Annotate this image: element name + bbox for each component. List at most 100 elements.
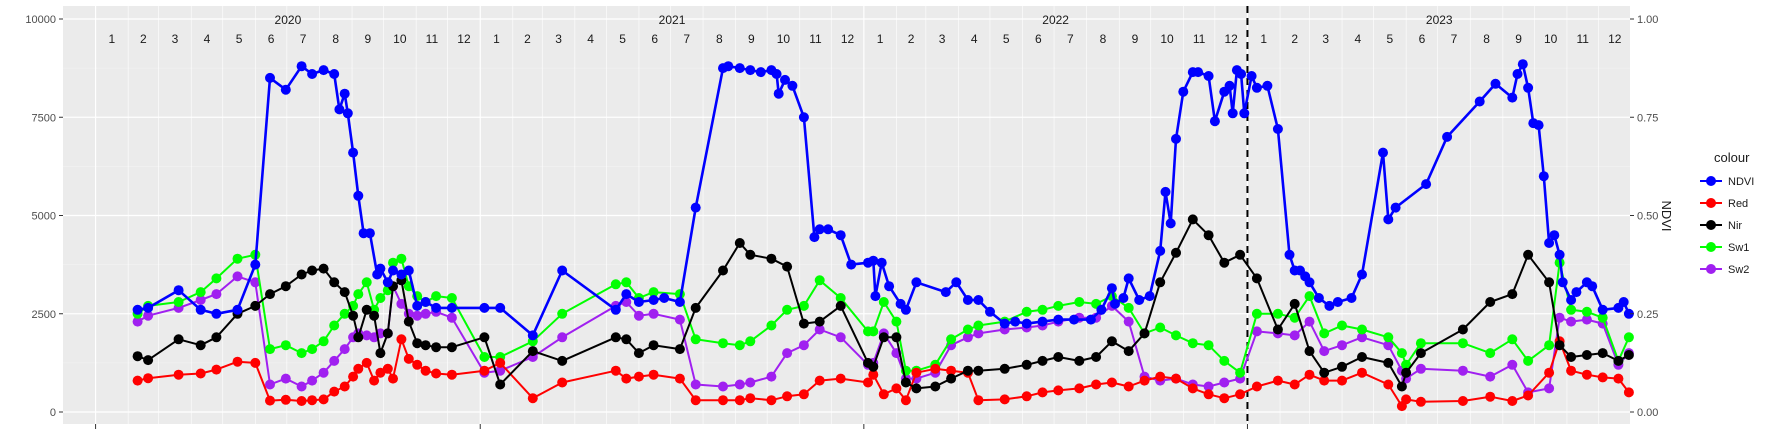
- month-label: 6: [1035, 32, 1042, 46]
- data-point-nir: [999, 363, 1010, 374]
- data-point-ndvi: [431, 302, 442, 313]
- data-point-ndvi: [1227, 108, 1238, 119]
- data-point-red: [610, 365, 621, 376]
- data-point-red: [674, 373, 685, 384]
- data-point-sw2: [973, 328, 984, 339]
- month-label: 3: [1322, 32, 1329, 46]
- data-point-sw1: [1235, 367, 1246, 378]
- data-point-red: [782, 391, 793, 402]
- data-point-ndvi: [1144, 291, 1155, 302]
- data-point-nir: [1507, 289, 1518, 300]
- data-point-nir: [1251, 273, 1262, 284]
- data-point-nir: [369, 310, 380, 321]
- month-label: 1: [493, 32, 500, 46]
- data-point-sw1: [1272, 308, 1283, 319]
- data-point-sw1: [1219, 355, 1230, 366]
- data-point-sw1: [973, 320, 984, 331]
- data-point-red: [900, 395, 911, 406]
- data-point-ndvi: [951, 277, 962, 288]
- data-point-red: [195, 368, 206, 379]
- data-point-red: [1523, 390, 1534, 401]
- data-point-nir: [1523, 249, 1534, 260]
- data-point-ndvi: [1442, 131, 1453, 142]
- month-label: 5: [1003, 32, 1010, 46]
- data-point-ndvi: [1566, 295, 1577, 305]
- series-ndvi: [132, 59, 1634, 341]
- data-point-sw2: [143, 310, 154, 321]
- data-point-ndvi: [329, 69, 340, 79]
- data-point-nir: [891, 332, 902, 343]
- data-point-ndvi: [835, 230, 846, 241]
- month-label: 10: [393, 32, 407, 46]
- data-point-red: [431, 368, 442, 379]
- month-label: 9: [364, 32, 371, 46]
- data-point-ndvi: [1332, 297, 1343, 307]
- year-label: 2022: [1042, 13, 1069, 27]
- data-point-red: [1235, 389, 1246, 400]
- legend-label: Sw1: [1728, 242, 1749, 254]
- data-point-nir: [1566, 352, 1577, 362]
- data-point-sw2: [1581, 314, 1592, 325]
- month-label: 2: [140, 32, 147, 46]
- data-point-nir: [1401, 367, 1412, 378]
- data-point-nir: [1272, 324, 1283, 335]
- data-point-sw1: [1457, 338, 1468, 349]
- data-point-nir: [973, 365, 984, 376]
- data-point-ndvi: [1421, 179, 1432, 190]
- data-point-nir: [962, 365, 973, 376]
- data-point-red: [143, 373, 154, 384]
- data-point-sw1: [211, 273, 222, 284]
- data-point-ndvi: [755, 67, 766, 78]
- data-point-ndvi: [1085, 314, 1096, 325]
- data-point-red: [1485, 391, 1496, 402]
- legend-label: Nir: [1728, 220, 1742, 232]
- data-point-sw2: [420, 308, 431, 319]
- data-point-ndvi: [1155, 245, 1166, 256]
- data-point-nir: [173, 334, 184, 345]
- data-point-ndvi: [1512, 69, 1523, 79]
- data-point-sw2: [557, 332, 568, 343]
- month-label: 12: [1224, 32, 1238, 46]
- data-point-red: [1457, 396, 1468, 406]
- data-point-ndvi: [1239, 108, 1250, 119]
- data-point-sw1: [878, 297, 889, 307]
- data-point-sw1: [1566, 304, 1577, 315]
- data-point-red: [1139, 375, 1150, 386]
- data-point-nir: [1053, 352, 1064, 362]
- data-point-sw2: [814, 324, 825, 335]
- data-point-nir: [280, 281, 291, 292]
- data-point-sw1: [782, 304, 793, 315]
- data-point-nir: [318, 263, 329, 274]
- data-point-sw2: [211, 289, 222, 300]
- data-point-nir: [1383, 357, 1394, 368]
- data-point-ndvi: [884, 281, 895, 292]
- data-point-red: [930, 363, 941, 374]
- data-point-ndvi: [962, 295, 973, 305]
- data-point-sw1: [388, 257, 398, 268]
- data-point-red: [1613, 373, 1624, 384]
- month-label: 9: [1515, 32, 1522, 46]
- data-point-ndvi: [1106, 283, 1117, 294]
- data-point-sw1: [1396, 348, 1407, 359]
- bottom-axis: [95, 424, 1248, 429]
- month-label: 6: [651, 32, 658, 46]
- data-point-sw2: [718, 381, 728, 392]
- data-point-ndvi: [265, 72, 275, 83]
- data-point-sw1: [353, 289, 364, 300]
- data-point-nir: [900, 377, 911, 388]
- data-point-red: [382, 363, 393, 374]
- data-point-sw1: [835, 293, 846, 303]
- data-point-ndvi: [1357, 269, 1367, 280]
- data-point-red: [1091, 379, 1102, 390]
- y-tick-label-left: 7500: [32, 112, 56, 124]
- data-point-sw2: [1544, 383, 1555, 394]
- data-point-red: [798, 389, 809, 400]
- data-point-red: [766, 395, 777, 406]
- data-point-sw1: [1123, 302, 1134, 313]
- data-point-ndvi: [1571, 287, 1582, 298]
- data-point-nir: [265, 289, 275, 300]
- data-point-red: [1219, 393, 1230, 404]
- data-point-sw1: [1485, 348, 1496, 359]
